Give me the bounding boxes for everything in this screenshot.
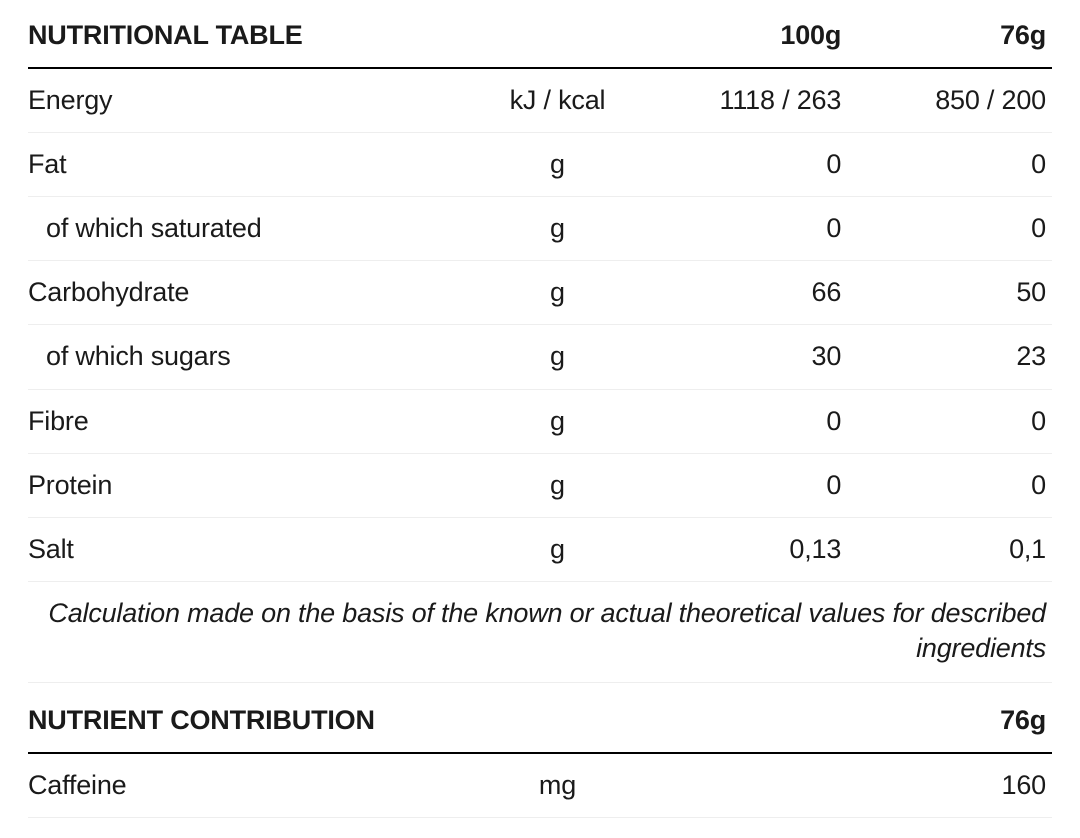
row-label: Fibre	[28, 389, 479, 453]
table-row: Saltg0,130,1	[28, 517, 1052, 581]
row-unit: kJ / kcal	[479, 68, 643, 133]
row-label: Fat	[28, 133, 479, 197]
row-value-76g: 0	[847, 389, 1052, 453]
row-unit: g	[479, 389, 643, 453]
row-label: Caffeine	[28, 753, 479, 818]
row-value-76g: 160	[847, 753, 1052, 818]
row-unit: g	[479, 517, 643, 581]
table-row: EnergykJ / kcal1118 / 263850 / 200	[28, 68, 1052, 133]
row-value-100g: 30	[642, 325, 847, 389]
row-label: Energy	[28, 68, 479, 133]
contribution-title: Nutrient Contribution	[28, 683, 642, 754]
contribution-col-76g: 76g	[847, 683, 1052, 754]
row-value-100g: 0	[642, 453, 847, 517]
row-unit: mg	[479, 753, 643, 818]
row-unit: g	[479, 453, 643, 517]
table-row: Proteing00	[28, 453, 1052, 517]
row-unit: g	[479, 325, 643, 389]
row-value-100g: 1118 / 263	[642, 68, 847, 133]
nutritional-table: Nutritional Table 100g 76g EnergykJ / kc…	[28, 18, 1052, 818]
table-row: Carbohydrateg6650	[28, 261, 1052, 325]
contribution-header-row: Nutrient Contribution 76g	[28, 683, 1052, 754]
contribution-col-blank	[642, 683, 847, 754]
row-value-76g: 23	[847, 325, 1052, 389]
table-row: Caffeinemg 160	[28, 753, 1052, 818]
row-value-76g: 0	[847, 133, 1052, 197]
row-value-76g: 850 / 200	[847, 68, 1052, 133]
nutritional-col-76g: 76g	[847, 18, 1052, 68]
row-value-100g: 0	[642, 133, 847, 197]
row-value-76g: 0	[847, 197, 1052, 261]
nutritional-footnote: Calculation made on the basis of the kno…	[28, 581, 1052, 682]
row-label: Protein	[28, 453, 479, 517]
row-value-76g: 0	[847, 453, 1052, 517]
row-value-100g: 0	[642, 389, 847, 453]
row-label: of which saturated	[28, 197, 479, 261]
nutritional-col-100g: 100g	[642, 18, 847, 68]
row-value-100g: 0,13	[642, 517, 847, 581]
row-value-76g: 0,1	[847, 517, 1052, 581]
row-label: of which sugars	[28, 325, 479, 389]
row-label: Salt	[28, 517, 479, 581]
nutritional-header-row: Nutritional Table 100g 76g	[28, 18, 1052, 68]
table-row: of which saturatedg00	[28, 197, 1052, 261]
nutritional-footnote-row: Calculation made on the basis of the kno…	[28, 581, 1052, 682]
table-row: of which sugarsg3023	[28, 325, 1052, 389]
row-value-76g: 50	[847, 261, 1052, 325]
row-unit: g	[479, 261, 643, 325]
table-row: Fibreg00	[28, 389, 1052, 453]
row-unit: g	[479, 197, 643, 261]
table-row: Fatg00	[28, 133, 1052, 197]
row-value-100g	[642, 753, 847, 818]
nutritional-title: Nutritional Table	[28, 18, 642, 68]
row-label: Carbohydrate	[28, 261, 479, 325]
row-value-100g: 66	[642, 261, 847, 325]
row-unit: g	[479, 133, 643, 197]
row-value-100g: 0	[642, 197, 847, 261]
